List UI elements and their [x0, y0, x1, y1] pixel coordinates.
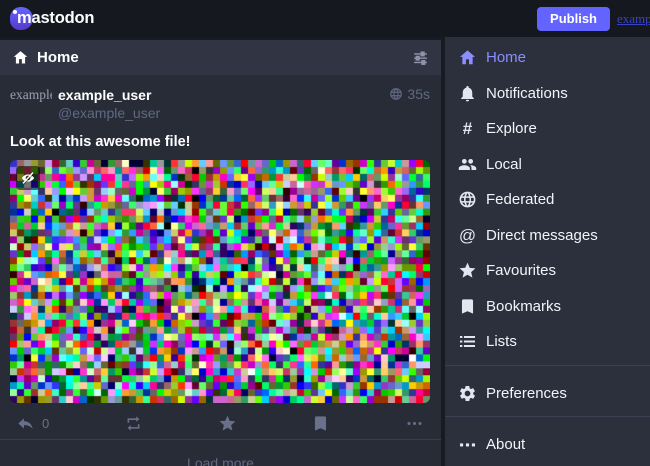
navigation-panel: Home Notifications # Explore Local Feder… — [445, 37, 650, 466]
home-timeline-column: Home example example_user @example_user … — [0, 40, 441, 466]
sidebar-item-explore[interactable]: # Explore — [445, 111, 650, 147]
sidebar-divider — [445, 364, 650, 366]
status-meta[interactable]: 35s — [389, 86, 430, 102]
reply-button[interactable]: 0 — [16, 414, 49, 433]
home-icon — [458, 48, 477, 67]
top-bar: mastodon Publish example_user — [0, 0, 650, 37]
users-icon — [458, 155, 477, 174]
sidebar-item-preferences[interactable]: Preferences — [445, 376, 650, 412]
reply-icon — [18, 417, 33, 429]
home-icon — [12, 49, 29, 66]
sidebar-item-home[interactable]: Home — [445, 40, 650, 76]
reply-count: 0 — [42, 415, 50, 431]
main-layout: Home example example_user @example_user … — [0, 37, 650, 466]
sidebar-item-notifications[interactable]: Notifications — [445, 76, 650, 112]
star-icon — [458, 261, 477, 280]
globe-icon — [458, 190, 477, 209]
sidebar-item-local[interactable]: Local — [445, 147, 650, 183]
mastodon-elephant-icon — [10, 7, 33, 30]
boost-icon — [127, 415, 140, 431]
sidebar-item-federated[interactable]: Federated — [445, 182, 650, 218]
sidebar-item-direct-messages[interactable]: @ Direct messages — [458, 225, 598, 245]
bookmark-icon — [458, 297, 477, 316]
hashtag-icon: # — [462, 119, 473, 139]
account-name-block[interactable]: example_user @example_user — [58, 86, 160, 122]
boost-button[interactable] — [124, 414, 143, 433]
timestamp: 35s — [407, 86, 430, 102]
more-options-button[interactable] — [405, 414, 424, 433]
sidebar-item-lists[interactable]: Lists — [445, 324, 650, 360]
topbar-actions: Publish example_user — [537, 6, 650, 31]
ellipsis-icon — [407, 421, 422, 425]
mastodon-logo[interactable]: mastodon — [10, 7, 94, 31]
bell-icon — [458, 84, 477, 103]
list-icon — [458, 332, 477, 351]
status-post: example example_user @example_user 35s L… — [0, 75, 441, 439]
favourite-button[interactable] — [218, 414, 237, 433]
sidebar-item-bookmarks[interactable]: Bookmarks — [445, 289, 650, 325]
hide-media-button[interactable] — [16, 166, 40, 190]
star-icon — [219, 415, 236, 431]
current-user-link[interactable]: example_user — [617, 10, 650, 26]
column-title: Home — [37, 49, 79, 66]
globe-visibility-icon — [390, 88, 403, 100]
avatar[interactable]: example — [10, 87, 52, 102]
sidebar-item-about[interactable]: About — [445, 427, 650, 463]
media-attachment[interactable] — [10, 160, 430, 403]
bookmark-button[interactable] — [311, 414, 330, 433]
media-noise-image — [10, 160, 430, 403]
bookmark-icon — [315, 415, 327, 431]
eye-slash-icon — [21, 172, 35, 185]
status-text: Look at this awesome file! — [10, 134, 191, 150]
sidebar-item-favourites[interactable]: Favourites — [445, 253, 650, 289]
display-name[interactable]: example_user — [58, 87, 152, 103]
column-settings-sliders-icon[interactable] — [412, 49, 429, 66]
at-icon: @ — [458, 225, 477, 245]
gear-icon — [458, 384, 477, 403]
status-header: example example_user @example_user 35s — [10, 86, 430, 126]
publish-button[interactable]: Publish — [537, 6, 610, 31]
load-more-button[interactable]: Load more — [0, 439, 441, 466]
column-header-home[interactable]: Home — [0, 40, 441, 75]
brand-wordmark: mastodon — [17, 9, 95, 27]
status-action-bar: 0 — [10, 411, 430, 435]
ellipsis-icon — [458, 435, 477, 454]
account-handle: @example_user — [58, 105, 161, 121]
sidebar-divider — [445, 416, 650, 417]
